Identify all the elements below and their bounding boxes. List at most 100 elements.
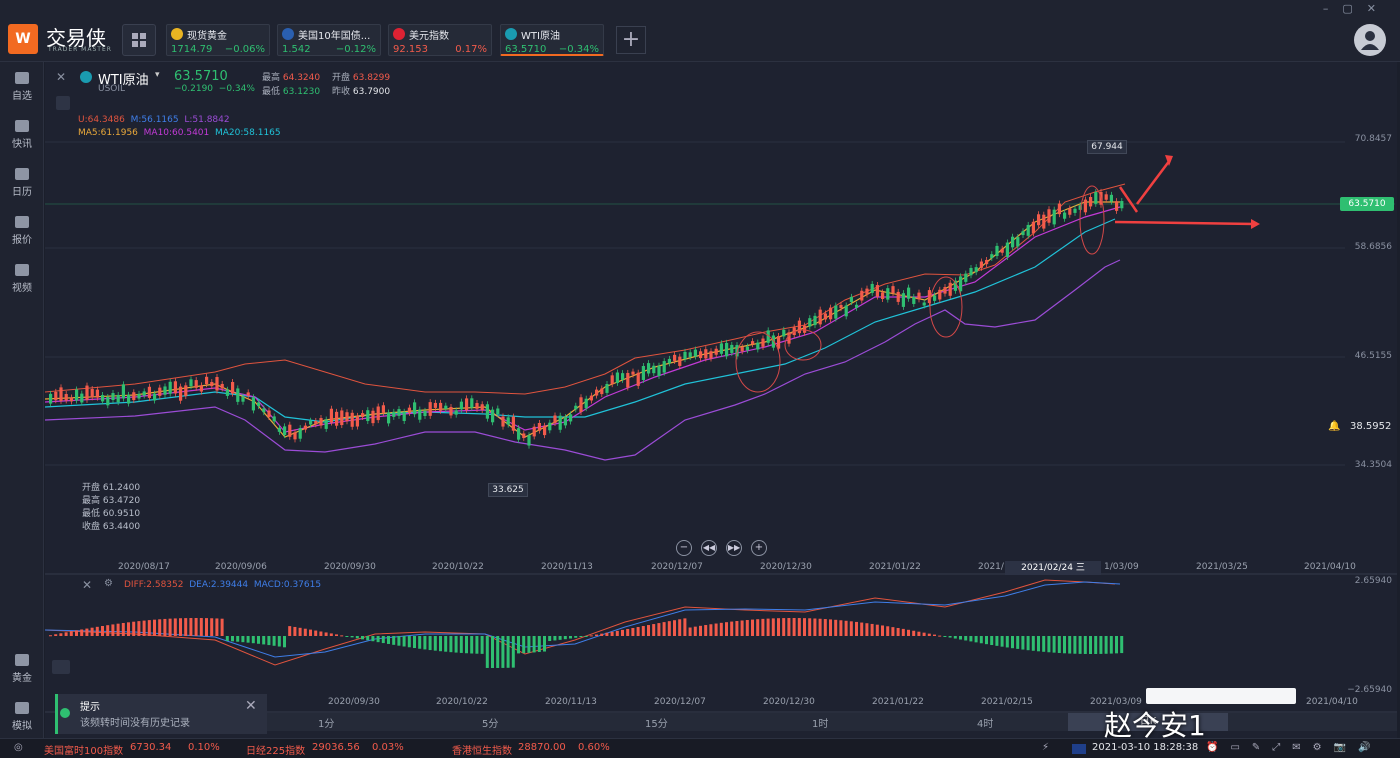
ticker-name[interactable]: 日经225指数 bbox=[246, 746, 306, 757]
macd-bar bbox=[267, 636, 271, 646]
candle bbox=[787, 332, 791, 344]
macd-bar bbox=[1005, 636, 1009, 648]
candle bbox=[423, 410, 427, 417]
macd-bar bbox=[1016, 636, 1020, 649]
macd-bar bbox=[771, 618, 775, 636]
ticker-name[interactable]: 美国富时100指数 bbox=[44, 746, 124, 757]
sidebar-item-gold[interactable]: 黄金 bbox=[0, 654, 44, 684]
timeframe-daily[interactable]: 日K bbox=[1068, 713, 1228, 731]
candle bbox=[257, 402, 261, 407]
macd-bar bbox=[335, 634, 338, 636]
macd-bar bbox=[371, 636, 375, 642]
macd-bar bbox=[543, 636, 546, 652]
sidebar-item-quotes[interactable]: 报价 bbox=[0, 216, 44, 246]
headset-icon[interactable]: ◎ bbox=[14, 742, 23, 753]
timeframe-4h[interactable]: 4时 bbox=[977, 719, 994, 730]
candle bbox=[605, 384, 609, 393]
quote-tab-us10y[interactable]: 美国10年国债... 1.542 −0.12% bbox=[277, 24, 381, 56]
macd-bar bbox=[1042, 636, 1046, 652]
macd-bar bbox=[943, 636, 947, 637]
macd-bar bbox=[1104, 636, 1108, 654]
timeframe-1m[interactable]: 1分 bbox=[318, 719, 335, 730]
window-controls[interactable]: –▢✕ bbox=[1322, 2, 1390, 15]
candle bbox=[1000, 248, 1004, 253]
close-indicator-icon[interactable]: ✕ bbox=[82, 578, 93, 592]
indicator-menu-icon[interactable] bbox=[52, 660, 70, 674]
candle bbox=[631, 371, 635, 375]
dropdown-icon[interactable]: ▾ bbox=[155, 70, 160, 80]
macd-bar bbox=[584, 636, 588, 637]
zoom-in-icon[interactable]: + bbox=[751, 540, 767, 556]
macd-bar bbox=[1052, 636, 1056, 653]
sidebar-item-calendar[interactable]: 日历 bbox=[0, 168, 44, 198]
candle bbox=[730, 344, 734, 353]
current-price-tag: 63.5710 bbox=[1340, 197, 1394, 211]
candle bbox=[1063, 212, 1067, 219]
macd-bar bbox=[433, 636, 437, 651]
macd-bar bbox=[319, 631, 323, 636]
instrument-name[interactable]: WTI原油 bbox=[98, 73, 149, 88]
candle bbox=[943, 287, 947, 294]
quote-tab-wti[interactable]: WTI原油 63.5710 −0.34% bbox=[500, 24, 604, 56]
quote-tab-usd-index[interactable]: 美元指数 92.153 0.17% bbox=[388, 24, 492, 56]
y-axis-label: 58.6856 bbox=[1354, 242, 1392, 252]
candle bbox=[1037, 214, 1041, 226]
candle bbox=[272, 416, 276, 422]
bell-icon[interactable]: 🔔 bbox=[1328, 421, 1341, 432]
crosshair-date: 2021/02/24 三 bbox=[1005, 561, 1101, 575]
macd-bar bbox=[1115, 636, 1118, 654]
timeframe-5m[interactable]: 5分 bbox=[482, 719, 499, 730]
candle bbox=[501, 416, 505, 427]
candle bbox=[751, 341, 755, 345]
sidebar-item-news[interactable]: 快讯 bbox=[0, 120, 44, 150]
timeframe-15m[interactable]: 15分 bbox=[645, 719, 668, 730]
settings-icon[interactable]: ⚙ bbox=[104, 578, 113, 589]
stat-high: 最高 64.3240 bbox=[262, 73, 321, 83]
macd-bar bbox=[615, 630, 619, 636]
macd-bar bbox=[683, 618, 687, 636]
sidebar-item-watchlist[interactable]: 自选 bbox=[0, 72, 44, 102]
chart-canvas[interactable] bbox=[45, 62, 1397, 738]
expand-icon[interactable] bbox=[56, 96, 70, 110]
candle bbox=[777, 336, 781, 349]
signal-icon[interactable]: ⚡ bbox=[1042, 742, 1050, 753]
ticker-value: 29036.56 bbox=[312, 742, 360, 753]
stat-low: 最低 63.1230 bbox=[262, 87, 321, 97]
macd-bar bbox=[662, 622, 666, 636]
stat-open: 开盘 63.8299 bbox=[332, 73, 391, 83]
sidebar-item-simulate[interactable]: 模拟 bbox=[0, 702, 44, 732]
candle bbox=[875, 285, 879, 297]
close-chart-icon[interactable]: ✕ bbox=[56, 70, 67, 84]
macd-bar bbox=[163, 618, 167, 636]
candle bbox=[158, 387, 162, 396]
layout-grid-button[interactable] bbox=[122, 24, 156, 56]
zoom-out-icon[interactable]: − bbox=[676, 540, 692, 556]
macd-bar bbox=[735, 621, 739, 636]
x-axis-label: 2021/ bbox=[978, 562, 1004, 572]
macd-bar bbox=[75, 630, 78, 636]
add-tab-button[interactable]: + bbox=[616, 26, 646, 54]
macd-bar bbox=[392, 636, 396, 645]
bookmark-icon bbox=[15, 72, 29, 84]
rewind-icon[interactable]: ◀◀ bbox=[701, 540, 717, 556]
candle bbox=[896, 291, 900, 302]
macd-bar bbox=[173, 618, 177, 636]
status-icons[interactable]: ⏰▭✎⤢✉⚙📷🔊 bbox=[1206, 742, 1383, 753]
forward-icon[interactable]: ▶▶ bbox=[726, 540, 742, 556]
macd-bar bbox=[1026, 636, 1030, 651]
user-avatar[interactable] bbox=[1354, 24, 1386, 56]
macd-bar bbox=[376, 636, 380, 643]
macd-bar bbox=[886, 626, 890, 636]
macd-bar bbox=[381, 636, 385, 644]
candle bbox=[917, 292, 921, 300]
ticker-name[interactable]: 香港恒生指数 bbox=[452, 746, 512, 757]
close-toast-icon[interactable]: ✕ bbox=[245, 698, 257, 714]
timeframe-1h[interactable]: 1时 bbox=[812, 719, 829, 730]
macd-bar bbox=[714, 623, 718, 636]
quote-tab-gold[interactable]: 现货黄金 1714.79 −0.06% bbox=[166, 24, 270, 56]
macd-bar bbox=[875, 624, 879, 636]
candle bbox=[335, 411, 339, 426]
candle bbox=[610, 375, 614, 385]
macd-bar bbox=[558, 636, 562, 640]
sidebar-item-video[interactable]: 视频 bbox=[0, 264, 44, 294]
